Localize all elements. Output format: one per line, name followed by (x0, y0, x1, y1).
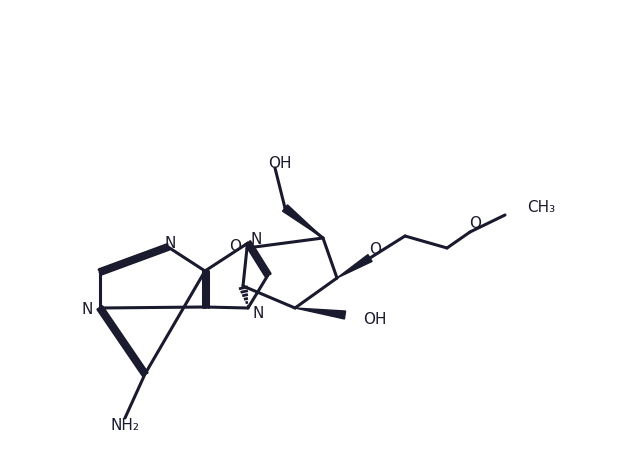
Polygon shape (337, 255, 372, 278)
Text: N: N (81, 303, 93, 318)
Text: OH: OH (268, 156, 292, 171)
Text: NH₂: NH₂ (111, 418, 140, 433)
Text: O: O (369, 242, 381, 257)
Text: N: N (164, 235, 176, 251)
Text: N: N (252, 306, 264, 321)
Text: OH: OH (363, 313, 387, 328)
Text: O: O (229, 238, 241, 253)
Polygon shape (282, 205, 323, 238)
Text: N: N (250, 232, 262, 246)
Text: O: O (469, 216, 481, 230)
Text: CH₃: CH₃ (527, 199, 555, 214)
Polygon shape (295, 308, 346, 319)
